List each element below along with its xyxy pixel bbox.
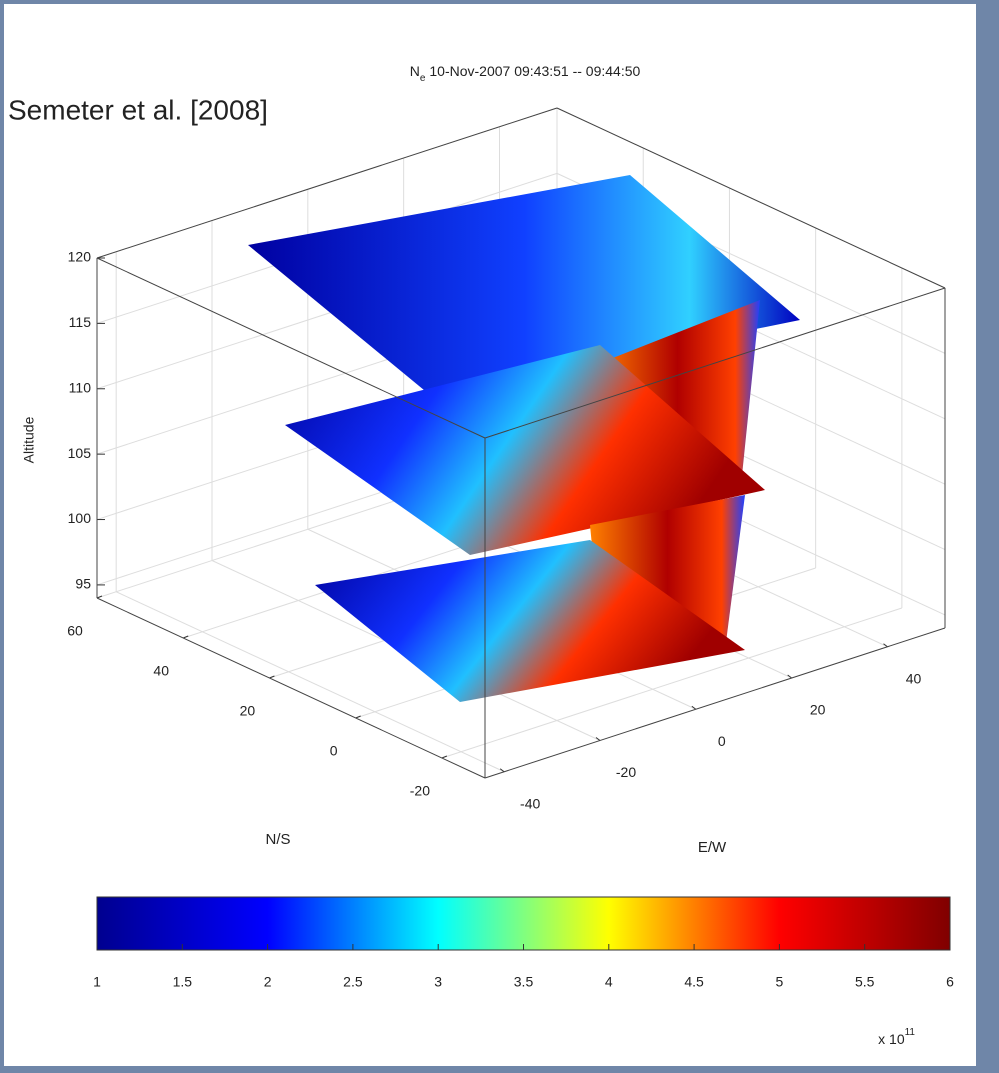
colorbar-tick-label: 2.5	[343, 974, 363, 990]
colorbar-tick-label: 2	[264, 974, 272, 990]
y-tick-label: 40	[906, 670, 922, 686]
colorbar	[97, 897, 950, 950]
y-axis-label: E/W	[698, 839, 727, 856]
z-tick-label: 105	[68, 445, 92, 461]
page: Ne10-Nov-2007 09:43:51 -- 09:44:50 Semet…	[0, 0, 999, 1073]
annotation: Semeter et al. [2008]	[8, 94, 268, 125]
colorbar-tick-label: 4	[605, 974, 613, 990]
z-tick-label: 120	[68, 249, 92, 265]
y-tick-label: -40	[520, 795, 540, 811]
z-axis-label: Altitude	[21, 416, 37, 463]
y-tick-label: -20	[616, 764, 636, 780]
colorbar-tick-label: 5	[776, 974, 784, 990]
colorbar-tick-label: 4.5	[684, 974, 704, 990]
x-axis-label: N/S	[265, 831, 290, 848]
colorbar-scale-label: x 10	[878, 1031, 905, 1047]
z-tick-label: 100	[68, 510, 92, 526]
x-tick-label: 40	[153, 663, 169, 679]
colorbar-tick-label: 5.5	[855, 974, 875, 990]
colorbar-scale-exponent: 11	[905, 1027, 916, 1038]
colorbar-tick-label: 3.5	[514, 974, 534, 990]
z-tick-label: 115	[69, 314, 92, 330]
x-tick-label: 60	[67, 623, 83, 639]
colorbar-tick-label: 6	[946, 974, 954, 990]
x-tick-label: 20	[240, 703, 256, 719]
y-tick-label: 20	[810, 702, 826, 718]
z-tick-label: 110	[69, 379, 92, 395]
title-subscript: e	[420, 73, 426, 84]
colorbar-tick-label: 1	[93, 974, 101, 990]
z-tick-label: 95	[75, 576, 91, 592]
y-tick-label: 0	[718, 733, 726, 749]
title-symbol: N	[410, 63, 420, 79]
x-tick-label: -20	[410, 783, 430, 799]
colorbar-tick-label: 3	[434, 974, 442, 990]
chart: Ne10-Nov-2007 09:43:51 -- 09:44:50 Semet…	[0, 0, 999, 1073]
x-tick-label: 0	[330, 743, 338, 759]
title-text: 10-Nov-2007 09:43:51 -- 09:44:50	[429, 63, 640, 79]
colorbar-tick-label: 1.5	[173, 974, 193, 990]
